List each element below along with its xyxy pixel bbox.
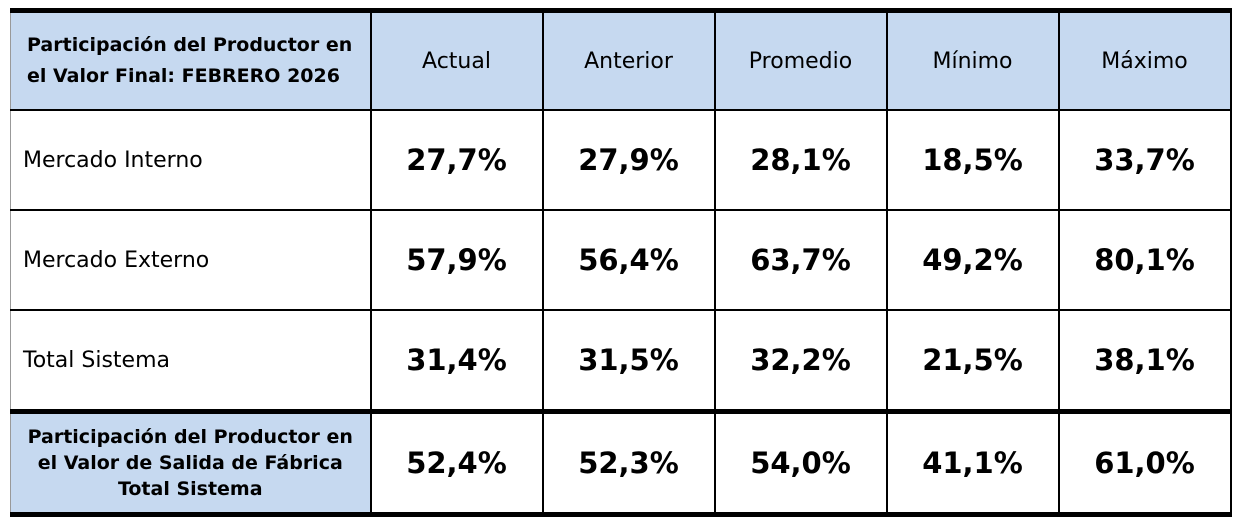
- value-cell: 18,5%: [885, 109, 1060, 211]
- value-cell: 31,5%: [541, 309, 716, 413]
- table-title: Participación del Productor en el Valor …: [10, 9, 372, 111]
- value-cell: 31,4%: [369, 309, 544, 413]
- table-row: Mercado Interno 27,7% 27,9% 28,1% 18,5% 33,7%: [10, 109, 1232, 211]
- value-cell: 56,4%: [541, 209, 716, 311]
- row-label: Total Sistema: [10, 309, 372, 413]
- value-cell: 63,7%: [713, 209, 888, 311]
- value-cell: 61,0%: [1057, 410, 1232, 516]
- row-label: Mercado Externo: [10, 209, 372, 311]
- header-row: Participación del Productor en el Valor …: [10, 9, 1232, 111]
- table-row: Total Sistema 31,4% 31,5% 32,2% 21,5% 38,1%: [10, 309, 1232, 413]
- table-row: Mercado Externo 57,9% 56,4% 63,7% 49,2% 80,1%: [10, 209, 1232, 311]
- value-cell: 33,7%: [1057, 109, 1232, 211]
- column-header: Promedio: [713, 9, 888, 111]
- table-body: Mercado Interno 27,7% 27,9% 28,1% 18,5% 33,7%…: [10, 109, 1232, 516]
- value-cell: 54,0%: [713, 410, 888, 516]
- value-cell: 28,1%: [713, 109, 888, 211]
- value-cell: 38,1%: [1057, 309, 1232, 413]
- column-header: Anterior: [541, 9, 716, 111]
- value-cell: 52,3%: [541, 410, 716, 516]
- value-cell: 49,2%: [885, 209, 1060, 311]
- table-row: Participación del Productor en el Valor …: [10, 410, 1232, 516]
- table-header: Participación del Productor en el Valor …: [10, 9, 1232, 111]
- value-cell: 27,7%: [369, 109, 544, 211]
- value-cell: 32,2%: [713, 309, 888, 413]
- value-cell: 21,5%: [885, 309, 1060, 413]
- value-cell: 57,9%: [369, 209, 544, 311]
- row-label: Mercado Interno: [10, 109, 372, 211]
- data-table: Participación del Productor en el Valor …: [10, 8, 1232, 517]
- value-cell: 41,1%: [885, 410, 1060, 516]
- row-label: Participación del Productor en el Valor …: [10, 410, 372, 516]
- column-header: Mínimo: [885, 9, 1060, 111]
- column-header: Máximo: [1057, 9, 1232, 111]
- column-header: Actual: [369, 9, 544, 111]
- value-cell: 52,4%: [369, 410, 544, 516]
- value-cell: 27,9%: [541, 109, 716, 211]
- value-cell: 80,1%: [1057, 209, 1232, 311]
